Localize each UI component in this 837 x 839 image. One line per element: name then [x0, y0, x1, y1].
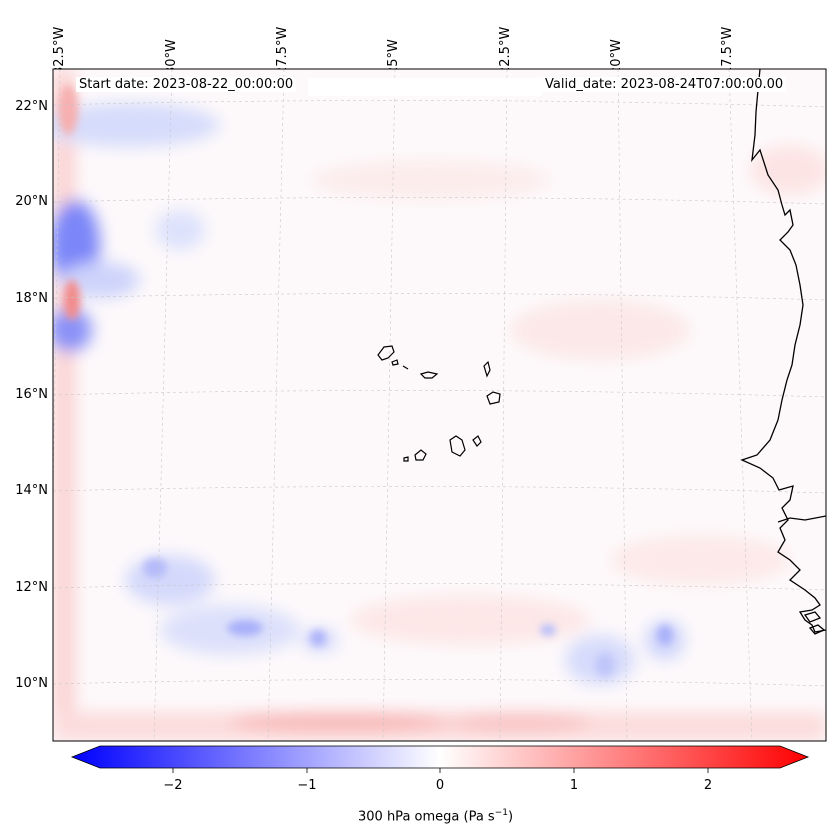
date-banner: [308, 78, 542, 96]
start-date-label: Start date: 2023-08-22_00:00:00: [76, 77, 297, 92]
colorbar-label: 300 hPa omega (Pa s−1): [358, 808, 513, 824]
gridlines: [53, 69, 826, 741]
colorbar-tick-label: −1: [297, 778, 317, 793]
lat-label: 10°N: [15, 676, 48, 691]
lat-label: 12°N: [15, 580, 48, 595]
colorbar-tick-label: −2: [163, 778, 183, 793]
colorbar-tick-label: 0: [435, 778, 445, 793]
lat-label: 16°N: [15, 387, 48, 402]
lat-label: 20°N: [15, 194, 48, 209]
lat-label: 14°N: [15, 483, 48, 498]
colorbar-tick-label: 1: [569, 778, 579, 793]
omega-field: [53, 69, 826, 741]
colorbar-label-close: ): [507, 809, 514, 825]
valid-date-label: Valid_date: 2023-08-24T07:00:00.00: [542, 77, 787, 92]
colorbar-tick-label: 2: [703, 778, 713, 793]
lat-label: 18°N: [15, 291, 48, 306]
map-frame: [52, 68, 827, 742]
colorbar: [70, 745, 810, 773]
colorbar-label-exponent: −1: [494, 808, 508, 818]
coastline: [740, 69, 826, 635]
cape-verde-islands: [377, 345, 501, 462]
lat-label: 22°N: [15, 99, 48, 114]
colorbar-label-text: 300 hPa omega (Pa s: [358, 809, 495, 825]
